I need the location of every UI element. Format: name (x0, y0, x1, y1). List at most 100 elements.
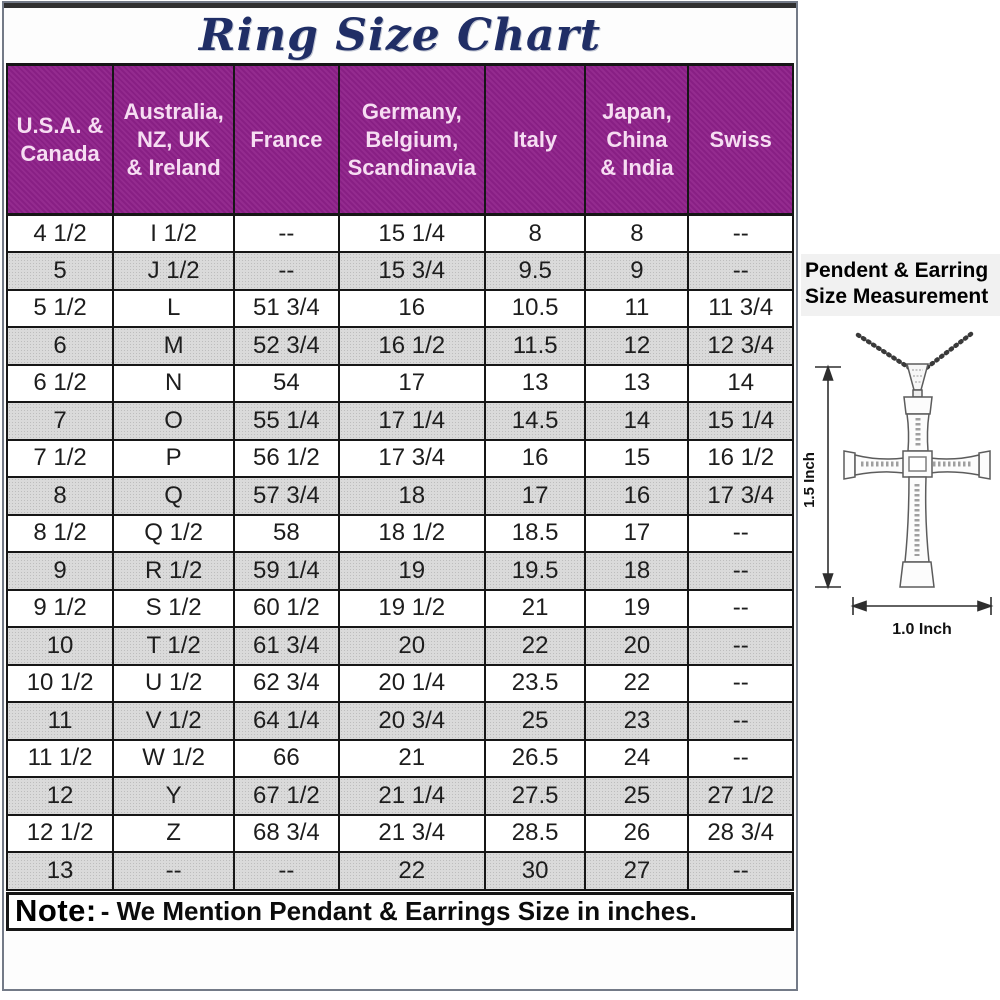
table-cell: Y (112, 776, 236, 816)
necklace-chain-icon (855, 331, 974, 372)
table-cell: 52 3/4 (233, 326, 340, 366)
table-cell: 51 3/4 (233, 288, 340, 328)
table-cell: 8 (5, 476, 115, 516)
table-cell: 22 (483, 626, 587, 666)
table-cell: 20 1/4 (337, 663, 486, 703)
height-dimension-arrow-icon (815, 364, 841, 590)
table-cell: U 1/2 (112, 663, 236, 703)
table-cell: -- (687, 588, 794, 628)
table-row: 12 Y 67 1/2 21 1/4 27.5 25 27 1/2 (5, 776, 794, 816)
table-cell: 9.5 (483, 251, 587, 291)
table-cell: 12 1/2 (5, 813, 115, 853)
table-cell: 14.5 (483, 401, 587, 441)
table-row: 7 1/2 P 56 1/2 17 3/4 16 15 16 1/2 (5, 438, 794, 478)
cross-pendant-icon (843, 396, 991, 588)
table-cell: 25 (483, 701, 587, 741)
pendant-illustration: 1.5 Inch 1.0 Inch (801, 331, 994, 638)
table-cell: 18 (584, 551, 690, 591)
table-cell: 68 3/4 (233, 813, 340, 853)
table-row: 11 V 1/2 64 1/4 20 3/4 25 23 -- (5, 701, 794, 741)
table-cell: 16 (584, 476, 690, 516)
table-cell: 9 (5, 551, 115, 591)
table-cell: V 1/2 (112, 701, 236, 741)
table-cell: 56 1/2 (233, 438, 340, 478)
table-row: 9 1/2 S 1/2 60 1/2 19 1/2 21 19 -- (5, 588, 794, 628)
table-cell: 17 (483, 476, 587, 516)
table-cell: 58 (233, 513, 340, 553)
table-cell: 8 1/2 (5, 513, 115, 553)
table-cell: -- (233, 251, 340, 291)
table-cell: 11 (584, 288, 690, 328)
header-row: U.S.A. & Canada Australia, NZ, UK & Irela… (5, 63, 794, 216)
table-cell: 27 (584, 851, 690, 891)
table-cell: Z (112, 813, 236, 853)
table-row: 6 1/2 N 54 17 13 13 14 (5, 363, 794, 403)
table-cell: -- (687, 251, 794, 291)
table-cell: 17 1/4 (337, 401, 486, 441)
title-band: Ring Size Chart (6, 8, 794, 63)
width-dimension-arrow-icon (850, 597, 994, 615)
table-cell: 19 (584, 588, 690, 628)
table-cell: 21 1/4 (337, 776, 486, 816)
table-cell: I 1/2 (112, 213, 236, 253)
column-header: Swiss (687, 63, 794, 216)
table-cell: 17 3/4 (687, 476, 794, 516)
table-cell: 13 (483, 363, 587, 403)
measurement-heading: Pendent & Earring Size Measurement (801, 254, 1000, 316)
table-cell: J 1/2 (112, 251, 236, 291)
table-cell: 12 3/4 (687, 326, 794, 366)
table-row: 11 1/2 W 1/2 66 21 26.5 24 -- (5, 738, 794, 778)
table-row: 8 1/2 Q 1/2 58 18 1/2 18.5 17 -- (5, 513, 794, 553)
table-cell: -- (687, 738, 794, 778)
table-cell: 57 3/4 (233, 476, 340, 516)
table-cell: 15 1/4 (337, 213, 486, 253)
table-row: 5 1/2 L 51 3/4 16 10.5 11 11 3/4 (5, 288, 794, 328)
table-cell: 8 (584, 213, 690, 253)
table-cell: -- (233, 851, 340, 891)
table-cell: 6 1/2 (5, 363, 115, 403)
table-row: 10 T 1/2 61 3/4 20 22 20 -- (5, 626, 794, 666)
table-cell: Q (112, 476, 236, 516)
table-cell: 7 (5, 401, 115, 441)
column-header: Germany, Belgium, Scandinavia (337, 63, 486, 216)
table-cell: 62 3/4 (233, 663, 340, 703)
table-cell: 21 (483, 588, 587, 628)
table-cell: Q 1/2 (112, 513, 236, 553)
table-cell: R 1/2 (112, 551, 236, 591)
table-cell: -- (687, 513, 794, 553)
table-row: 13 -- -- 22 30 27 -- (5, 851, 794, 891)
table-cell: 18 (337, 476, 486, 516)
table-cell: 61 3/4 (233, 626, 340, 666)
table-cell: 5 (5, 251, 115, 291)
table-row: 10 1/2 U 1/2 62 3/4 20 1/4 23.5 22 -- (5, 663, 794, 703)
table-cell: -- (112, 851, 236, 891)
table-row: 6 M 52 3/4 16 1/2 11.5 12 12 3/4 (5, 326, 794, 366)
ring-size-table: U.S.A. & Canada Australia, NZ, UK & Irela… (5, 63, 794, 891)
table-cell: 16 (337, 288, 486, 328)
table-cell: 22 (337, 851, 486, 891)
table-cell: 18.5 (483, 513, 587, 553)
table-cell: 67 1/2 (233, 776, 340, 816)
table-cell: 54 (233, 363, 340, 403)
table-cell: 7 1/2 (5, 438, 115, 478)
table-cell: -- (233, 213, 340, 253)
table-cell: 5 1/2 (5, 288, 115, 328)
table-cell: -- (687, 663, 794, 703)
size-chart-panel: Ring Size Chart U.S.A. & Canada Australia… (2, 1, 798, 991)
table-cell: 55 1/4 (233, 401, 340, 441)
table-cell: 18 1/2 (337, 513, 486, 553)
table-cell: 19 1/2 (337, 588, 486, 628)
note-bar: Note: - We Mention Pendant & Earrings Si… (6, 891, 794, 931)
column-header: Australia, NZ, UK & Ireland (112, 63, 236, 216)
table-cell: 17 (337, 363, 486, 403)
table-cell: 59 1/4 (233, 551, 340, 591)
table-cell: 17 (584, 513, 690, 553)
chart-title: Ring Size Chart (198, 10, 602, 61)
table-cell: 13 (584, 363, 690, 403)
table-cell: L (112, 288, 236, 328)
table-cell: 20 3/4 (337, 701, 486, 741)
table-cell: 64 1/4 (233, 701, 340, 741)
table-cell: 11 (5, 701, 115, 741)
